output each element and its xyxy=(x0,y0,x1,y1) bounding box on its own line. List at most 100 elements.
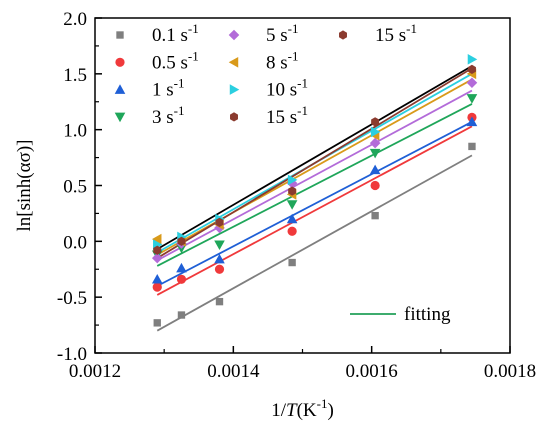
y-tick-label: 0.0 xyxy=(63,232,87,253)
legend-marker xyxy=(228,57,239,68)
x-tick-label: 0.0014 xyxy=(207,361,260,382)
data-point xyxy=(215,217,224,227)
fit-line xyxy=(156,89,473,262)
data-point xyxy=(151,233,162,245)
data-point xyxy=(151,252,163,264)
data-point xyxy=(466,94,478,104)
x-title-unit: (K xyxy=(297,400,317,421)
legend-label-superscript: -1 xyxy=(297,76,308,91)
y-tick-label: -1.0 xyxy=(57,344,87,365)
legend-fit-label: fitting xyxy=(404,304,451,325)
legend-label-superscript: -1 xyxy=(188,21,199,36)
data-point xyxy=(286,213,298,224)
data-point xyxy=(371,117,380,127)
legend-label-text: 5 s xyxy=(266,25,288,46)
axis-ticks: 0.0012 0.0014 0.0016 0.0018 -1.0 -0.5 0.0 0.5 1.… xyxy=(57,9,536,382)
legend-label: 0.5 s-1 xyxy=(152,48,199,73)
legend-label: 5 s-1 xyxy=(266,21,299,46)
x-tick-label: 0.0016 xyxy=(346,361,398,382)
data-point xyxy=(177,311,186,319)
fit-lines xyxy=(156,65,473,332)
legend-label: 8 s-1 xyxy=(266,48,299,73)
legend-label-text: 8 s xyxy=(266,52,288,73)
fit-line xyxy=(156,67,473,259)
legend-label: 10 s-1 xyxy=(266,76,308,101)
data-point xyxy=(152,282,162,292)
y-tick-label: 1.0 xyxy=(63,121,87,142)
data-point xyxy=(286,200,298,210)
data-point xyxy=(176,262,187,273)
data-point xyxy=(287,226,297,236)
legend-marker xyxy=(114,84,126,94)
fit-line xyxy=(156,121,473,287)
legend-label-text: 0.1 s xyxy=(152,25,188,46)
data-point xyxy=(287,174,298,186)
fit-line xyxy=(156,103,473,267)
fit-line xyxy=(156,65,473,250)
legend-label-superscript: -1 xyxy=(288,48,299,63)
data-point xyxy=(369,148,381,159)
legend-label-text: 1 s xyxy=(152,80,174,101)
data-point xyxy=(214,240,225,250)
legend-label-text: 15 s xyxy=(375,25,406,46)
data-point xyxy=(467,64,476,74)
legend-marker xyxy=(116,31,124,39)
data-point xyxy=(176,274,187,284)
data-point xyxy=(369,164,381,175)
legend-label: 15 s-1 xyxy=(266,103,308,128)
data-point xyxy=(371,211,379,220)
data-point xyxy=(288,258,296,267)
data-point xyxy=(214,264,225,274)
y-tick-label: 1.5 xyxy=(63,65,87,86)
data-point xyxy=(466,77,478,89)
legend-label-text: 10 s xyxy=(266,80,297,101)
data-points xyxy=(151,54,478,327)
x-tick-label: 0.0012 xyxy=(69,361,121,382)
data-point xyxy=(370,126,381,138)
data-point xyxy=(468,142,476,151)
legend-label: 15 s-1 xyxy=(375,21,417,46)
legend-label: 0.1 s-1 xyxy=(152,21,199,46)
data-point xyxy=(177,236,186,246)
y-tick-label: 2.0 xyxy=(63,9,87,30)
fit-line xyxy=(156,125,473,296)
data-point xyxy=(153,319,161,327)
data-point xyxy=(286,177,298,189)
x-title-close: ) xyxy=(327,400,333,421)
legend: 0.1 s-10.5 s-11 s-13 s-15 s-18 s-110 s-1… xyxy=(114,21,451,325)
legend-label-superscript: -1 xyxy=(288,21,299,36)
legend-marker xyxy=(115,57,125,67)
legend-label-superscript: -1 xyxy=(188,48,199,63)
legend-label-text: 15 s xyxy=(266,107,297,128)
x-title-prefix: 1/ xyxy=(271,400,287,421)
data-point xyxy=(370,180,380,191)
data-point xyxy=(369,137,381,149)
legend-label-superscript: -1 xyxy=(174,103,185,118)
legend-label-superscript: -1 xyxy=(174,76,185,91)
data-point xyxy=(214,253,225,264)
legend-marker xyxy=(230,112,238,122)
y-tick-label: -0.5 xyxy=(57,288,87,309)
x-title-superscript: -1 xyxy=(317,396,328,411)
legend-label-superscript: -1 xyxy=(406,21,417,36)
legend-label-superscript: -1 xyxy=(297,103,308,118)
legend-label: 1 s-1 xyxy=(152,76,185,101)
legend-label: 3 s-1 xyxy=(152,103,185,128)
legend-label-text: 3 s xyxy=(152,107,174,128)
legend-marker xyxy=(339,30,347,40)
fit-line xyxy=(156,154,473,332)
legend-marker xyxy=(229,84,240,95)
data-point xyxy=(215,297,224,306)
data-point xyxy=(153,245,162,255)
legend-label-text: 0.5 s xyxy=(152,52,188,73)
legend-marker xyxy=(114,112,126,123)
legend-marker xyxy=(228,29,240,41)
data-point xyxy=(151,274,163,284)
x-axis-title: 1/T(K-1) xyxy=(271,396,334,421)
y-axis-title: ln[sinh(ασ)] xyxy=(14,140,35,232)
data-point xyxy=(467,54,478,65)
x-tick-label: 0.0018 xyxy=(484,361,536,382)
x-title-variable: T xyxy=(286,400,298,421)
